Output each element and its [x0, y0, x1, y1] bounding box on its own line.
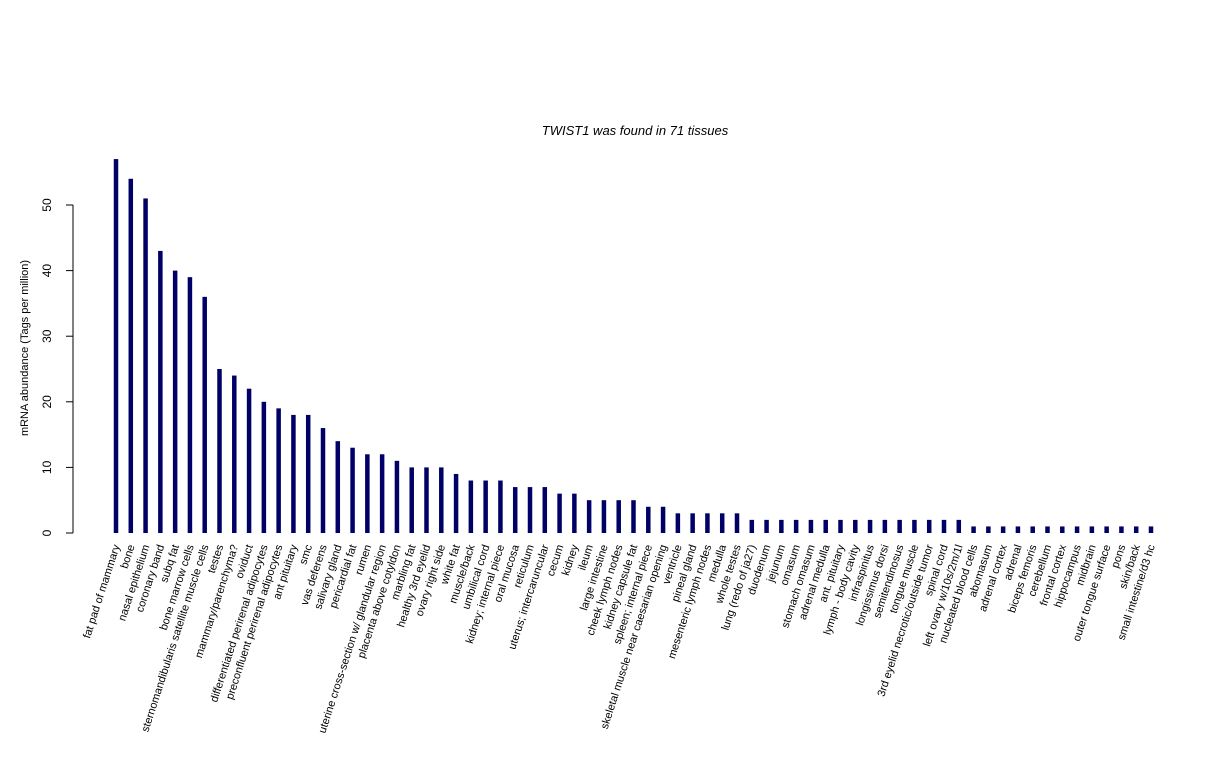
bar	[128, 178, 134, 533]
bar	[1119, 526, 1124, 533]
bar	[734, 513, 740, 533]
bar	[1133, 526, 1139, 533]
bar	[512, 487, 518, 533]
y-tick-label: 50	[40, 198, 54, 212]
bar	[172, 270, 178, 533]
bar	[291, 414, 296, 533]
bar	[1148, 526, 1154, 533]
x-tick-label: fat pad of mammary	[81, 543, 123, 640]
bar	[1060, 526, 1065, 533]
bar	[379, 454, 385, 533]
bar	[1104, 526, 1109, 533]
bar	[986, 526, 991, 533]
bar	[394, 460, 400, 533]
bar	[483, 480, 488, 533]
bar	[941, 519, 947, 533]
bar	[409, 467, 414, 533]
bar	[779, 519, 784, 533]
bar	[1030, 526, 1035, 533]
bar	[586, 500, 592, 533]
bar	[350, 447, 355, 533]
y-tick-label: 40	[40, 264, 54, 278]
y-tick-label: 20	[40, 395, 54, 409]
bar	[143, 198, 148, 533]
bar	[113, 159, 119, 533]
bar	[276, 408, 281, 533]
bar	[601, 500, 607, 533]
bar	[882, 519, 888, 533]
bar	[764, 519, 769, 533]
bar	[675, 513, 681, 533]
bar	[719, 513, 725, 533]
bar	[912, 519, 917, 533]
bar	[660, 506, 666, 533]
chart-title: TWIST1 was found in 71 tissues	[542, 123, 729, 138]
bar	[705, 513, 710, 533]
bar	[542, 487, 548, 533]
bar	[187, 277, 193, 533]
y-axis: 0 10 20 30 40 50	[40, 198, 74, 536]
bar	[867, 519, 873, 533]
y-tick-label: 0	[40, 529, 54, 536]
bar	[808, 519, 814, 533]
bar	[158, 250, 163, 534]
bar	[1089, 526, 1095, 533]
bar	[823, 519, 828, 533]
bar	[971, 526, 976, 533]
bar	[1045, 526, 1050, 533]
bar	[498, 480, 503, 533]
bar	[335, 441, 341, 533]
bar	[217, 369, 222, 533]
bar	[439, 467, 444, 533]
bar	[793, 519, 799, 533]
bar	[527, 487, 533, 533]
bar	[468, 480, 474, 533]
bar	[232, 375, 237, 533]
y-axis-label: mRNA abundance (Tags per million)	[19, 260, 31, 436]
bar	[749, 519, 755, 533]
bar	[202, 296, 207, 533]
bar	[1015, 526, 1021, 533]
bars	[113, 159, 1154, 534]
bar	[926, 519, 932, 533]
bar	[690, 513, 695, 533]
bar	[261, 401, 267, 533]
bar	[572, 493, 577, 533]
bar	[956, 519, 962, 533]
bar	[365, 454, 370, 533]
bar	[1074, 526, 1080, 533]
bar	[897, 519, 902, 533]
y-tick-label: 10	[40, 460, 54, 474]
bar	[616, 500, 621, 533]
bar	[305, 414, 311, 533]
bar	[320, 428, 326, 533]
bar	[453, 473, 459, 533]
bar	[631, 500, 636, 533]
bar	[424, 467, 429, 533]
bar	[646, 506, 651, 533]
bar	[853, 519, 858, 533]
bar	[1000, 526, 1006, 533]
y-tick-label: 30	[40, 329, 54, 343]
bar	[838, 519, 843, 533]
bar	[246, 388, 252, 533]
bar	[557, 493, 562, 533]
